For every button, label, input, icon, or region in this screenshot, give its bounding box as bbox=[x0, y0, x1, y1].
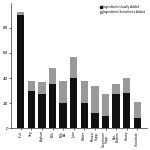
Bar bbox=[81, 103, 88, 128]
Bar bbox=[17, 12, 24, 15]
Bar bbox=[112, 94, 120, 128]
Bar bbox=[38, 94, 46, 128]
Bar bbox=[70, 78, 77, 128]
Bar bbox=[134, 118, 141, 128]
Bar bbox=[70, 57, 77, 78]
Bar bbox=[49, 84, 56, 128]
Bar bbox=[17, 15, 24, 128]
Bar bbox=[123, 78, 130, 93]
Bar bbox=[59, 103, 67, 128]
Bar bbox=[134, 102, 141, 118]
Legend: Ingredients Usually Added, Ingredients Sometimes Added: Ingredients Usually Added, Ingredients S… bbox=[99, 4, 146, 15]
Bar bbox=[81, 81, 88, 103]
Bar bbox=[91, 85, 99, 113]
Bar bbox=[38, 82, 46, 94]
Bar bbox=[112, 84, 120, 94]
Bar bbox=[102, 94, 109, 116]
Bar bbox=[123, 93, 130, 128]
Bar bbox=[102, 116, 109, 128]
Bar bbox=[91, 113, 99, 128]
Bar bbox=[49, 68, 56, 84]
Bar bbox=[59, 81, 67, 103]
Bar bbox=[28, 81, 35, 91]
Bar bbox=[28, 91, 35, 128]
